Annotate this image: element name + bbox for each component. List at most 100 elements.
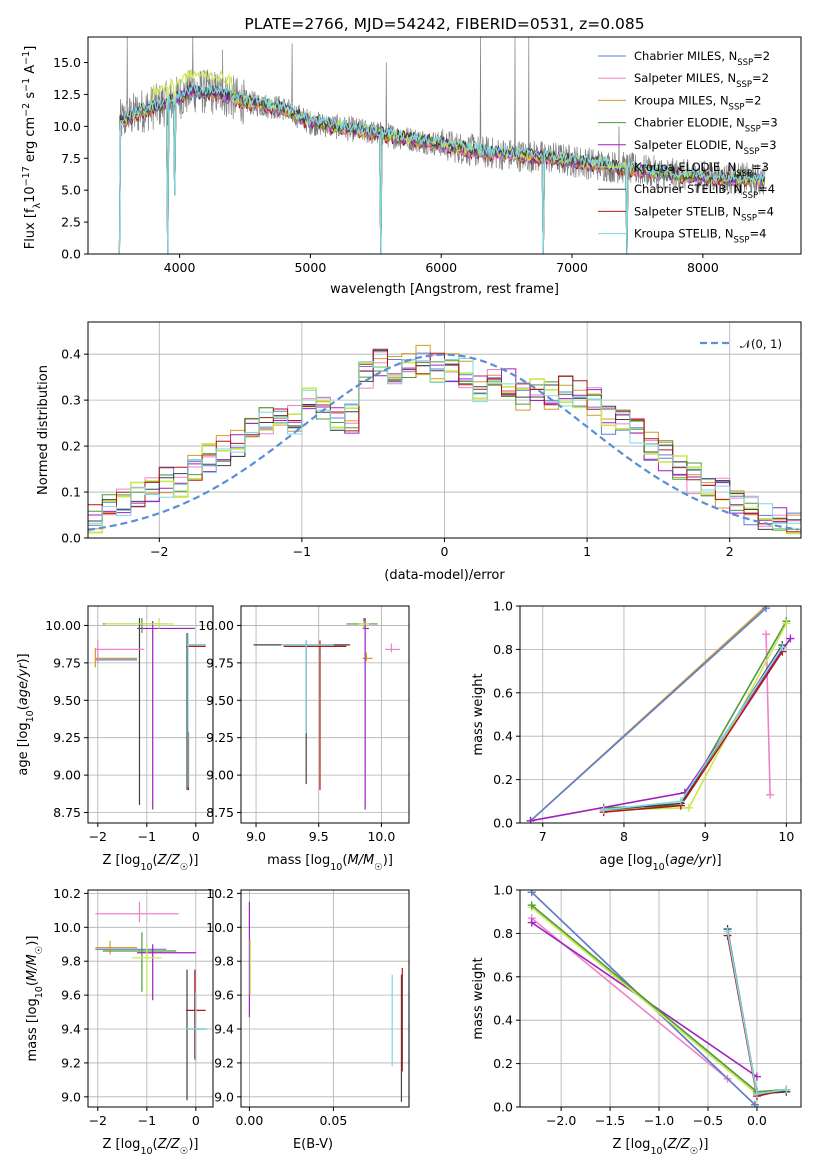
legend-label-main: Kroupa MILES, N: [634, 93, 729, 107]
y-tick-label: 9.75: [206, 655, 234, 670]
x-tick-label: 9: [701, 829, 709, 844]
weight-line-chabrier_miles: [530, 607, 767, 822]
weight_vs_Z-plot-area: [520, 890, 801, 1107]
label-part: −2: [21, 103, 32, 117]
x-tick-label: 7000: [556, 260, 588, 275]
label-part: (: [665, 853, 670, 868]
x-tick-label: 8000: [687, 260, 719, 275]
x-tick-label: 2: [726, 544, 734, 559]
mass_vs_ebv-plot-area: [241, 890, 409, 1107]
y-tick-label: 10.0: [53, 920, 81, 935]
weight-marker-salpeter_miles: [762, 630, 771, 639]
y-tick-label: 10.0: [53, 119, 81, 134]
legend-label-suffix: =2: [752, 71, 769, 85]
y-tick-label: 9.0: [214, 1089, 234, 1104]
x-axis-label: E(B-V): [293, 1137, 333, 1152]
y-axis-label: mass [log10(M/M☉)]: [25, 936, 45, 1062]
y-tick-label: 0.2: [61, 439, 81, 454]
label-part: −1: [21, 78, 32, 92]
weight-marker-chabrier_miles: [750, 1100, 759, 1107]
y-tick-label: 9.50: [53, 693, 81, 708]
x-axis-label: Z [log10(Z/Z☉)]: [103, 853, 199, 873]
label-part: 10: [25, 710, 36, 722]
y-tick-label: 0.4: [493, 1013, 513, 1028]
legend-label-sub: SSP: [736, 80, 752, 90]
label-part: (: [16, 705, 31, 710]
legend-label-suffix: =4: [749, 227, 766, 241]
legend-label-main: Salpeter STELIB, N: [634, 204, 741, 218]
x-axis-label: (data-model)/error: [384, 568, 505, 583]
legend-label-sub: SSP: [742, 191, 758, 201]
y-tick-label: 8.75: [53, 805, 81, 820]
legend-label-salpeter_elodie: Salpeter ELODIE, NSSP=3: [634, 138, 777, 157]
legend-label-main: Kroupa STELIB, N: [634, 227, 734, 241]
y-tick-label: 9.8: [61, 954, 81, 969]
label-part: )]: [188, 853, 198, 868]
y-tick-label: 0.0: [61, 247, 81, 262]
residual-hist-kroupa_stelib: [88, 358, 801, 529]
label-part: age [log: [16, 722, 31, 775]
spectrum-model-kroupa_stelib: [118, 82, 766, 254]
residuals-axes: −2 −1 0 1 2 0.0 0.1 0.2 0.3 0.4: [61, 321, 802, 559]
legend-label-sub: SSP: [736, 169, 752, 179]
weight_vs_age-axes: 7 8 9 10 0.0 0.2 0.4 0.6 0.8 1.0: [493, 599, 802, 844]
weight-marker-salpeter_elodie: [786, 634, 795, 643]
label-part: mass [log: [25, 998, 40, 1061]
y-tick-label: 0.0: [493, 816, 513, 831]
label-part: mass [log: [267, 853, 330, 868]
y-tick-label: 9.2: [61, 1055, 81, 1070]
y-tick-label: 10.00: [45, 618, 81, 633]
label-part: M/M: [25, 954, 40, 981]
label-part: 10: [650, 1146, 662, 1157]
label-part: 10: [330, 862, 342, 873]
y-axis-label: age [log10(age/yr)]: [16, 653, 36, 775]
legend-label-main: Salpeter MILES, N: [634, 71, 736, 85]
label-part: )]: [698, 1137, 708, 1152]
x-axis-label: Z [log10(Z/Z☉)]: [613, 1137, 709, 1157]
weight-line-chabrier_stelib: [603, 644, 783, 811]
y-tick-label: 9.8: [214, 954, 234, 969]
label-part: ]: [23, 46, 38, 51]
weight-marker-kroupa_stelib: [782, 1085, 791, 1094]
weight-marker-kroupa_stelib: [723, 927, 732, 936]
y-tick-label: 0.3: [61, 393, 81, 408]
mass_vs_ebv-frame: [240, 889, 410, 1108]
x-axis-label: wavelength [Angstrom, rest frame]: [330, 282, 559, 297]
age_vs_mass-frame: [240, 605, 410, 824]
x-tick-label: 10: [778, 829, 794, 844]
legend-label-main: Chabrier MILES, N: [634, 49, 737, 63]
spectrum-axes: 4000 5000 6000 7000 8000 0.0 2.5 5.0 7.5 10.0 12.5…: [53, 36, 802, 275]
weight-marker-chabrier_miles: [527, 890, 536, 897]
label-part: M/M: [347, 853, 374, 868]
weight-marker-chabrier_miles: [762, 606, 771, 613]
x-tick-label: −2: [150, 544, 168, 559]
x-tick-label: −2.0: [546, 1113, 576, 1128]
label-part: A: [23, 65, 38, 78]
legend-label-main: Salpeter ELODIE, N: [634, 138, 744, 152]
y-tick-label: 0.4: [61, 347, 81, 362]
label-part: )]: [711, 853, 721, 868]
x-tick-label: 0: [441, 544, 449, 559]
label-part: )]: [16, 653, 31, 663]
label-part: 10: [23, 186, 38, 203]
label-part: Z [log: [103, 853, 141, 868]
y-tick-label: 1.0: [493, 599, 513, 614]
legend-label-main: Chabrier STELIB, N: [634, 182, 742, 196]
x-tick-label: 8: [620, 829, 628, 844]
legend-label-chabrier_elodie: Chabrier ELODIE, NSSP=3: [634, 116, 778, 135]
legend-label-sub: SSP: [734, 236, 750, 246]
weight-marker-salpeter_elodie: [527, 918, 536, 927]
legend-label-sub: SSP: [745, 125, 761, 135]
x-tick-label: 0.0: [747, 1113, 767, 1128]
legend-label-kroupa_elodie: Kroupa ELODIE, NSSP=3: [634, 160, 769, 179]
residual-hist-salpeter_stelib: [88, 348, 801, 533]
legend-label-suffix: =2: [744, 93, 761, 107]
legend-label-chabrier_stelib: Chabrier STELIB, NSSP=4: [634, 182, 775, 201]
legend-label-main: Chabrier ELODIE, N: [634, 116, 745, 130]
legend-label-suffix: =4: [758, 182, 775, 196]
y-tick-label: 10.0: [206, 920, 234, 935]
y-tick-label: 9.00: [206, 768, 234, 783]
y-tick-label: 12.5: [53, 87, 81, 102]
label-part: 10: [34, 986, 45, 998]
